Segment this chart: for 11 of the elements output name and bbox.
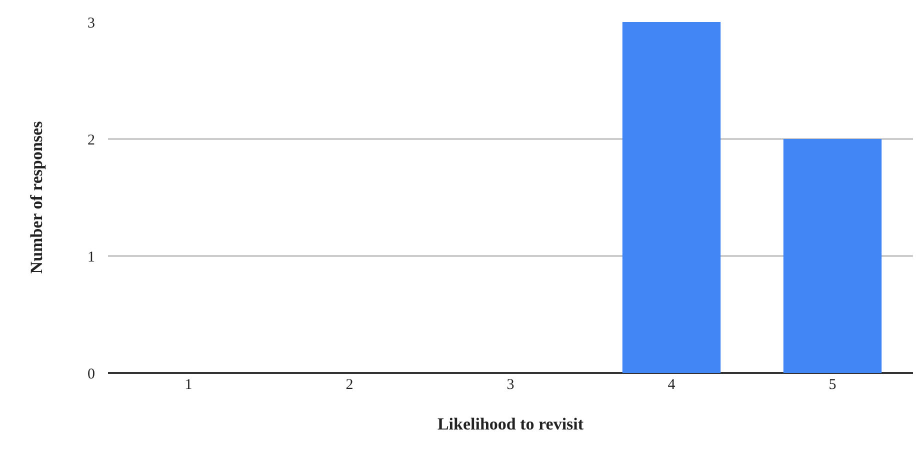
y-tick-label: 1 xyxy=(88,249,95,266)
x-tick-label: 1 xyxy=(184,377,192,393)
x-tick-label: 2 xyxy=(346,377,354,393)
x-tick-label: 4 xyxy=(668,377,676,393)
y-tick-label: 0 xyxy=(88,366,95,382)
x-tick-label: 3 xyxy=(506,377,514,393)
x-axis-title: Likelihood to revisit xyxy=(437,414,584,434)
y-axis-title: Number of responses xyxy=(27,120,46,274)
x-tick-label: 5 xyxy=(828,377,836,393)
y-tick-label: 2 xyxy=(88,132,95,148)
y-tick-label: 3 xyxy=(88,15,95,32)
